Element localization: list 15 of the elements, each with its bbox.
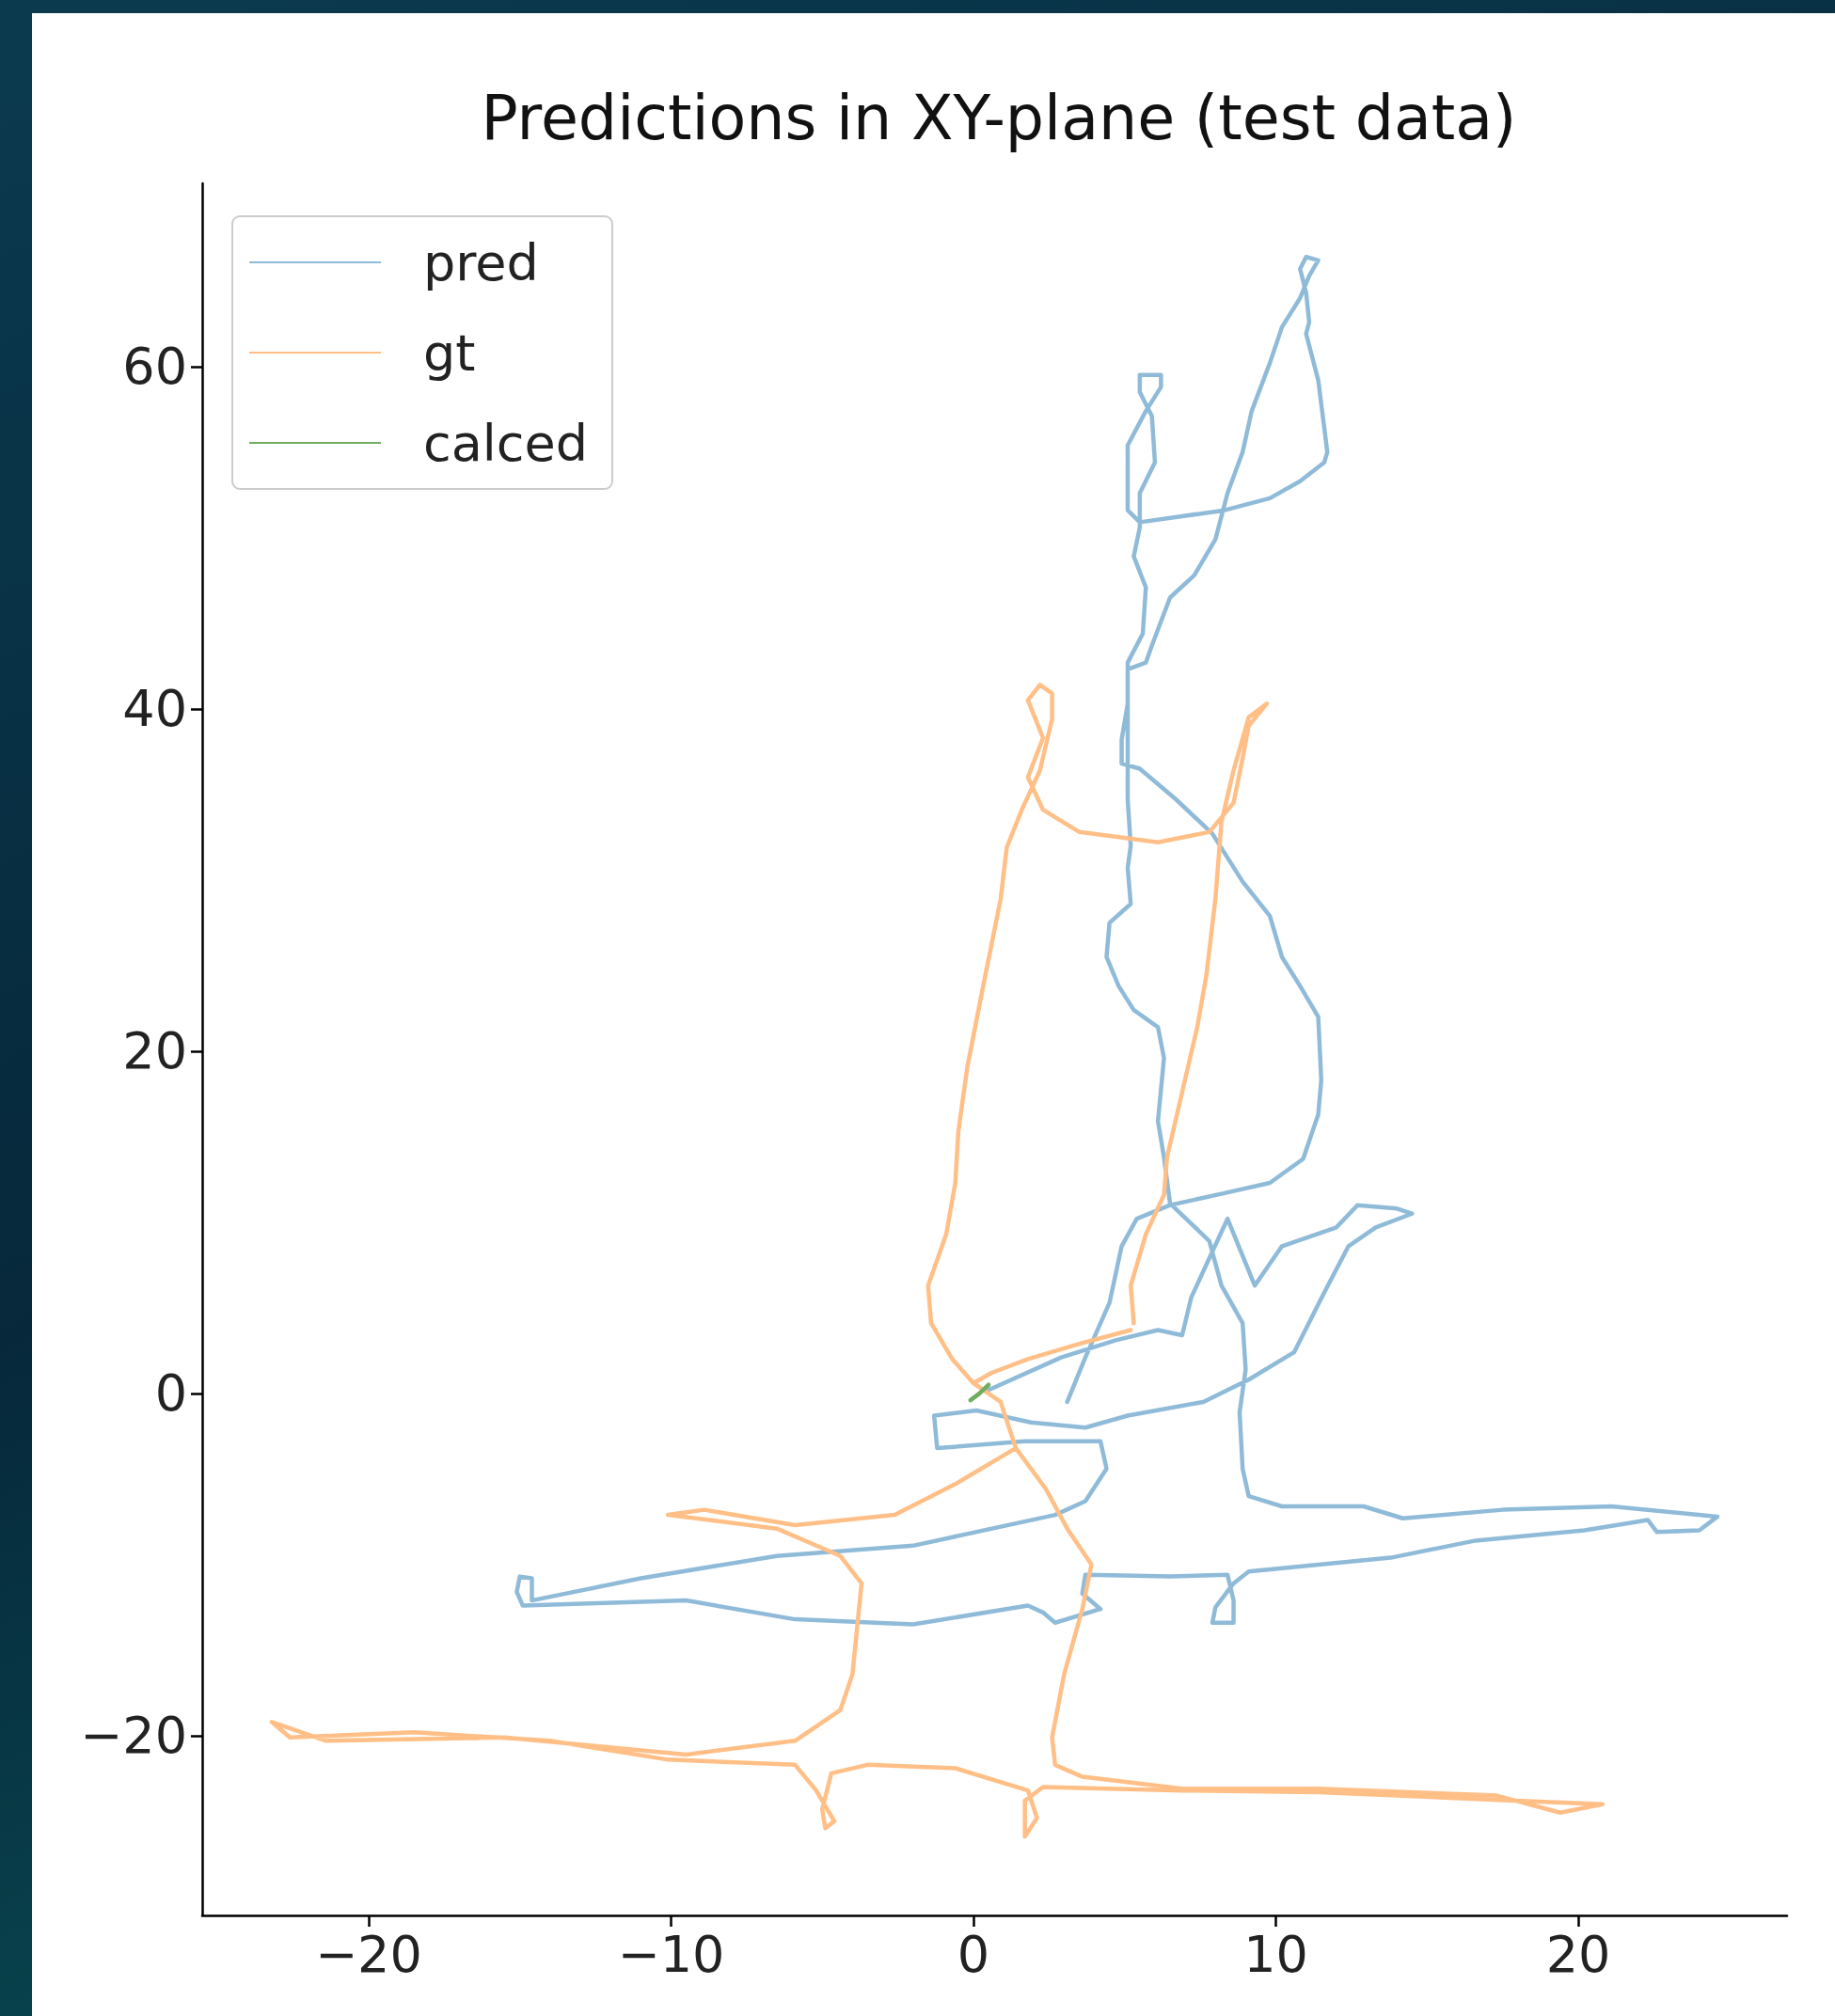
line-series (269, 683, 1606, 1839)
legend-label: pred (423, 232, 539, 292)
x-tick-label: 0 (957, 1924, 990, 1984)
y-tick-label: 40 (122, 679, 187, 739)
chart-title: Predictions in XY-plane (test data) (481, 83, 1517, 153)
x-tick-label: −10 (617, 1924, 725, 1984)
x-tick-label: −20 (314, 1924, 422, 1984)
y-tick-label: 0 (154, 1363, 187, 1424)
x-tick-label: 10 (1243, 1924, 1308, 1984)
y-tick-label: 20 (122, 1021, 187, 1081)
y-tick-label: −20 (80, 1706, 187, 1766)
y-tick-label: 60 (122, 337, 187, 397)
x-tick-label: 20 (1545, 1924, 1611, 1984)
legend-label: calced (423, 413, 588, 473)
legend-label: gt (423, 323, 476, 383)
